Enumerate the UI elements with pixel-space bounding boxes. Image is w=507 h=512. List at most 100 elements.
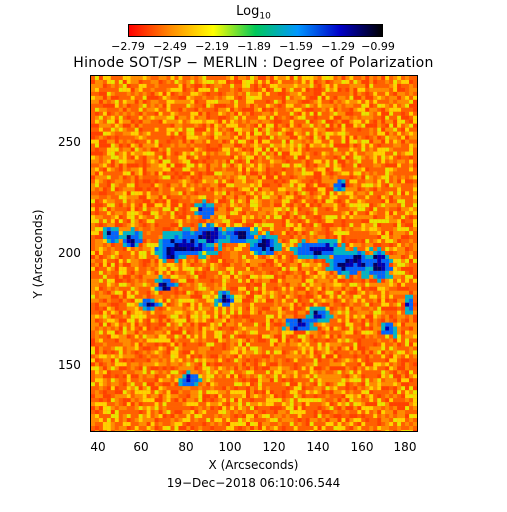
map-pixel — [91, 95, 95, 100]
map-pixel — [381, 286, 386, 291]
map-pixel — [122, 155, 127, 160]
map-pixel — [349, 107, 354, 112]
map-pixel — [377, 175, 382, 180]
map-pixel — [357, 270, 362, 275]
map-pixel — [110, 270, 115, 275]
map-pixel — [397, 183, 402, 188]
map-pixel — [250, 310, 254, 315]
map-pixel — [186, 79, 191, 84]
map-pixel — [230, 187, 235, 192]
map-pixel — [102, 95, 107, 100]
map-pixel — [126, 294, 131, 299]
map-pixel — [94, 95, 99, 100]
map-pixel — [234, 127, 239, 132]
map-pixel — [250, 199, 254, 204]
map-pixel — [345, 171, 350, 176]
map-pixel — [349, 155, 354, 160]
map-pixel — [337, 191, 342, 196]
map-pixel — [214, 251, 219, 255]
map-pixel — [218, 243, 223, 248]
map-pixel — [361, 231, 366, 236]
map-pixel — [405, 115, 410, 120]
map-pixel — [313, 211, 318, 216]
map-pixel — [226, 274, 231, 279]
map-pixel — [210, 171, 215, 176]
map-pixel — [305, 179, 310, 184]
map-pixel — [369, 135, 374, 140]
map-pixel — [170, 127, 175, 132]
map-pixel — [385, 274, 390, 279]
map-pixel — [369, 99, 374, 104]
map-pixel — [246, 195, 251, 200]
map-pixel — [170, 306, 175, 311]
map-pixel — [218, 235, 223, 240]
map-pixel — [190, 199, 195, 204]
map-pixel — [94, 254, 99, 259]
map-pixel — [230, 302, 235, 307]
map-pixel — [313, 103, 318, 108]
map-pixel — [369, 123, 374, 128]
map-pixel — [301, 91, 306, 96]
map-pixel — [142, 290, 147, 295]
map-pixel — [305, 195, 310, 200]
map-pixel — [222, 223, 227, 228]
map-pixel — [261, 127, 266, 132]
map-pixel — [222, 191, 227, 196]
map-pixel — [393, 243, 398, 248]
map-pixel — [102, 282, 107, 287]
map-pixel — [349, 254, 354, 259]
map-pixel — [385, 243, 390, 248]
map-pixel — [210, 103, 215, 108]
map-pixel — [285, 123, 290, 128]
map-pixel — [357, 274, 362, 279]
map-pixel — [226, 83, 231, 88]
map-pixel — [401, 227, 406, 232]
map-pixel — [210, 143, 215, 148]
map-pixel — [413, 103, 417, 108]
map-pixel — [329, 258, 334, 263]
map-pixel — [210, 179, 215, 184]
map-pixel — [353, 163, 358, 168]
map-pixel — [413, 99, 417, 104]
map-pixel — [234, 179, 239, 184]
map-pixel — [269, 215, 274, 220]
map-pixel — [265, 76, 270, 80]
map-pixel — [166, 91, 171, 96]
map-pixel — [369, 143, 374, 148]
map-pixel — [234, 107, 239, 112]
main-title: Hinode SOT/SP − MERLIN : Degree of Polar… — [73, 55, 434, 71]
map-pixel — [401, 151, 406, 156]
map-pixel — [218, 278, 223, 283]
map-pixel — [369, 278, 374, 283]
map-pixel — [397, 151, 402, 156]
map-pixel — [393, 235, 398, 240]
map-pixel — [345, 262, 350, 267]
map-pixel — [293, 270, 298, 275]
map-pixel — [102, 314, 107, 319]
map-pixel — [186, 298, 191, 303]
map-pixel — [357, 155, 362, 160]
map-pixel — [385, 211, 390, 216]
map-pixel — [285, 119, 290, 124]
map-pixel — [118, 123, 123, 128]
map-pixel — [186, 139, 191, 144]
map-pixel — [349, 215, 354, 220]
map-pixel — [269, 258, 274, 263]
map-pixel — [98, 95, 103, 100]
map-pixel — [353, 270, 358, 275]
map-pixel — [349, 131, 354, 136]
map-pixel — [301, 290, 306, 295]
map-pixel — [110, 159, 115, 164]
map-pixel — [102, 175, 107, 180]
map-pixel — [357, 123, 362, 128]
map-pixel — [265, 239, 270, 244]
map-pixel — [305, 107, 310, 112]
map-pixel — [373, 175, 378, 180]
map-pixel — [317, 155, 322, 160]
map-pixel — [397, 251, 402, 255]
map-pixel — [329, 211, 334, 216]
map-pixel — [265, 135, 270, 140]
map-pixel — [377, 187, 382, 192]
map-pixel — [190, 119, 195, 124]
map-pixel — [130, 254, 135, 259]
